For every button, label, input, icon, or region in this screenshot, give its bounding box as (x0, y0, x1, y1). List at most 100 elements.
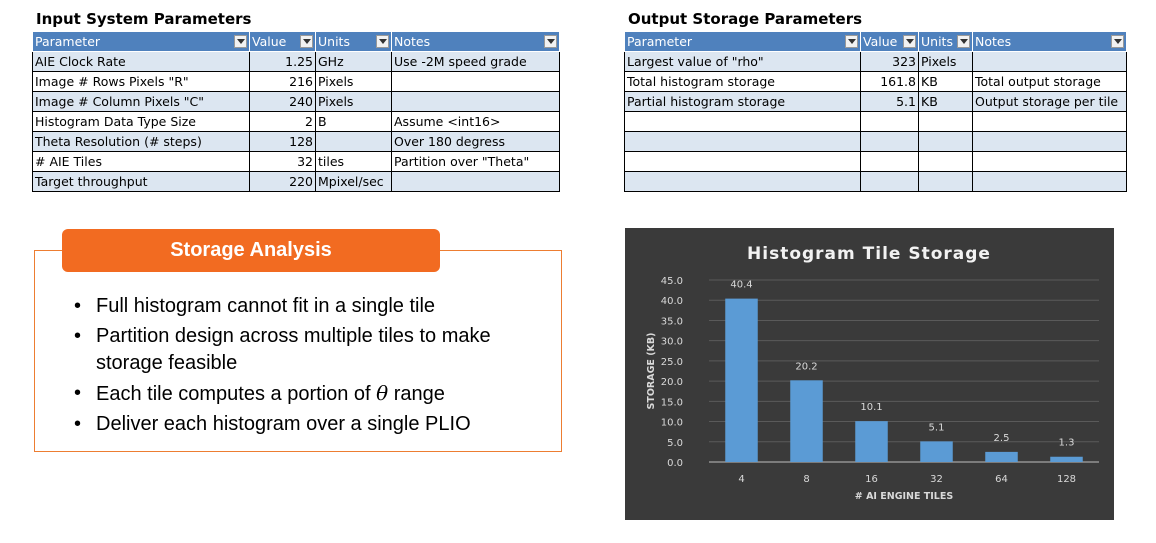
filter-dropdown-icon[interactable] (376, 35, 389, 48)
cell-value[interactable]: 32 (249, 151, 316, 172)
histogram-tile-storage-chart: Histogram Tile Storage 0.0 5.0 10.0 15.0 20.0… (625, 228, 1114, 520)
cell-notes[interactable]: Assume <int16> (391, 111, 560, 132)
cell-units[interactable] (918, 151, 973, 172)
filter-dropdown-icon[interactable] (1111, 35, 1124, 48)
data-label: 10.1 (860, 402, 882, 413)
header-label: Parameter (627, 34, 693, 49)
cell-notes[interactable] (391, 171, 560, 192)
y-tick-label: 10.0 (661, 418, 683, 429)
cell-units[interactable] (315, 131, 392, 152)
cell-notes[interactable]: Total output storage (972, 71, 1127, 92)
cell-parameter[interactable] (624, 131, 861, 152)
storage-analysis-title: Storage Analysis (62, 229, 440, 272)
bar (790, 380, 823, 462)
data-label: 40.4 (730, 280, 752, 291)
cell-value[interactable] (860, 111, 919, 132)
cell-units[interactable]: Pixels (315, 71, 392, 92)
filter-dropdown-icon[interactable] (957, 35, 970, 48)
input-parameters-table: Parameter Value Units Notes AIE Clock Ra… (32, 31, 560, 192)
cell-parameter[interactable] (624, 111, 861, 132)
cell-parameter[interactable]: Theta Resolution (# steps) (32, 131, 250, 152)
chart-title: Histogram Tile Storage (747, 244, 991, 264)
column-header-value[interactable]: Value (249, 31, 316, 52)
column-header-units[interactable]: Units (918, 31, 973, 52)
cell-notes[interactable] (391, 71, 560, 92)
cell-parameter[interactable] (624, 171, 861, 192)
x-axis-label: # AI ENGINE TILES (855, 491, 954, 502)
cell-parameter[interactable]: Image # Column Pixels "C" (32, 91, 250, 112)
data-label: 20.2 (795, 361, 817, 372)
cell-notes[interactable] (972, 171, 1127, 192)
cell-value[interactable]: 323 (860, 51, 919, 72)
cell-value[interactable] (860, 131, 919, 152)
cell-units[interactable]: GHz (315, 51, 392, 72)
filter-dropdown-icon[interactable] (300, 35, 313, 48)
output-table-title: Output Storage Parameters (628, 10, 863, 28)
filter-dropdown-icon[interactable] (234, 35, 247, 48)
cell-notes[interactable] (972, 151, 1127, 172)
filter-dropdown-icon[interactable] (544, 35, 557, 48)
table-row (624, 131, 1127, 152)
bullet-item: Deliver each histogram over a single PLI… (74, 411, 554, 438)
cell-parameter[interactable]: Target throughput (32, 171, 250, 192)
cell-notes[interactable]: Output storage per tile (972, 91, 1127, 112)
column-header-notes[interactable]: Notes (972, 31, 1127, 52)
cell-value[interactable] (860, 171, 919, 192)
cell-units[interactable] (918, 111, 973, 132)
cell-parameter[interactable]: AIE Clock Rate (32, 51, 250, 72)
cell-notes[interactable] (972, 51, 1127, 72)
cell-value[interactable]: 2 (249, 111, 316, 132)
cell-parameter[interactable]: Total histogram storage (624, 71, 861, 92)
table-row (624, 111, 1127, 132)
cell-units[interactable]: tiles (315, 151, 392, 172)
cell-parameter[interactable] (624, 151, 861, 172)
cell-units[interactable]: Pixels (918, 51, 973, 72)
column-header-units[interactable]: Units (315, 31, 392, 52)
cell-units[interactable] (918, 131, 973, 152)
cell-value[interactable]: 220 (249, 171, 316, 192)
table-row: Image # Rows Pixels "R" 216 Pixels (32, 71, 560, 92)
data-label: 5.1 (929, 422, 945, 433)
column-header-notes[interactable]: Notes (391, 31, 560, 52)
bar (920, 441, 953, 462)
theta-symbol: θ (376, 381, 389, 405)
bar (1050, 456, 1083, 462)
table-row: AIE Clock Rate 1.25 GHz Use -2M speed grade (32, 51, 560, 72)
cell-notes[interactable] (391, 91, 560, 112)
cell-units[interactable]: KB (918, 71, 973, 92)
header-label: Value (863, 34, 898, 49)
cell-value[interactable]: 128 (249, 131, 316, 152)
cell-value[interactable] (860, 151, 919, 172)
column-header-parameter[interactable]: Parameter (624, 31, 861, 52)
cell-parameter[interactable]: # AIE Tiles (32, 151, 250, 172)
cell-value[interactable]: 216 (249, 71, 316, 92)
cell-value[interactable]: 240 (249, 91, 316, 112)
cell-units[interactable]: B (315, 111, 392, 132)
cell-units[interactable]: Mpixel/sec (315, 171, 392, 192)
cell-notes[interactable]: Use -2M speed grade (391, 51, 560, 72)
cell-parameter[interactable]: Image # Rows Pixels "R" (32, 71, 250, 92)
header-label: Value (252, 34, 287, 49)
cell-notes[interactable] (972, 111, 1127, 132)
cell-value[interactable]: 1.25 (249, 51, 316, 72)
cell-parameter[interactable]: Largest value of "rho" (624, 51, 861, 72)
y-tick-label: 20.0 (661, 377, 683, 388)
cell-value[interactable]: 161.8 (860, 71, 919, 92)
cell-parameter[interactable]: Histogram Data Type Size (32, 111, 250, 132)
cell-units[interactable] (918, 171, 973, 192)
column-header-value[interactable]: Value (860, 31, 919, 52)
filter-dropdown-icon[interactable] (903, 35, 916, 48)
cell-notes[interactable]: Partition over "Theta" (391, 151, 560, 172)
cell-notes[interactable] (972, 131, 1127, 152)
y-tick-label: 0.0 (667, 458, 683, 469)
filter-dropdown-icon[interactable] (845, 35, 858, 48)
cell-units[interactable]: KB (918, 91, 973, 112)
y-tick-label: 40.0 (661, 296, 683, 307)
y-tick-label: 45.0 (661, 276, 683, 287)
cell-units[interactable]: Pixels (315, 91, 392, 112)
column-header-parameter[interactable]: Parameter (32, 31, 250, 52)
cell-parameter[interactable]: Partial histogram storage (624, 91, 861, 112)
bar (855, 421, 888, 462)
cell-notes[interactable]: Over 180 degress (391, 131, 560, 152)
cell-value[interactable]: 5.1 (860, 91, 919, 112)
